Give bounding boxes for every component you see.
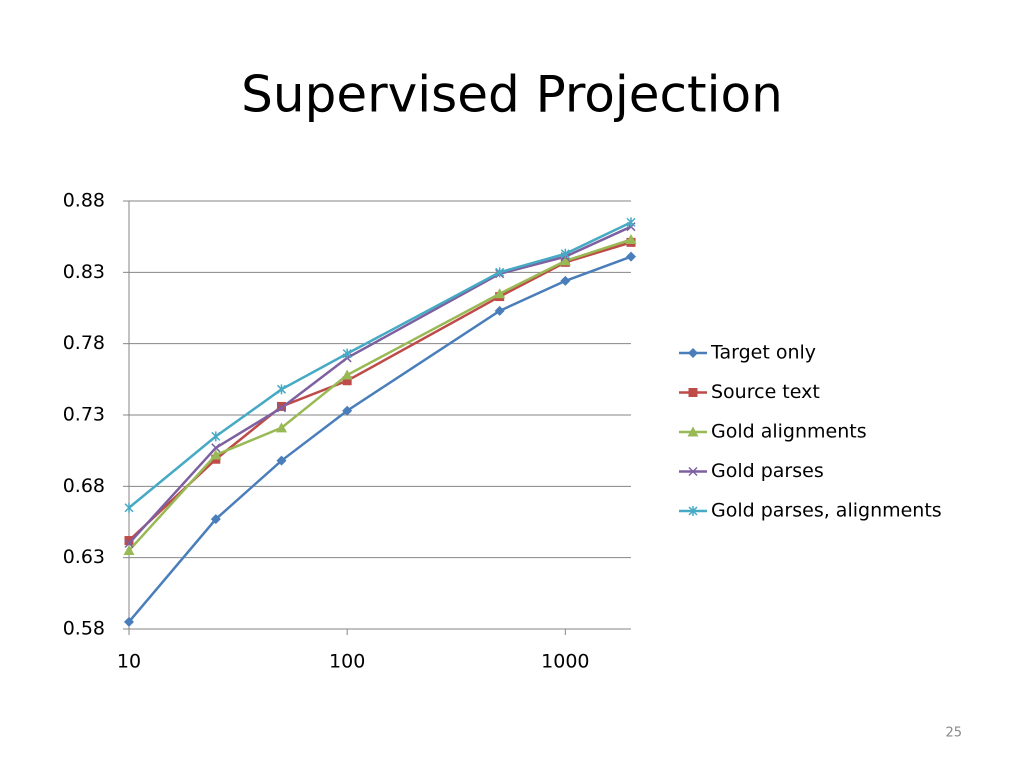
data-point: [494, 288, 506, 299]
data-point: [342, 348, 352, 359]
data-point: [626, 217, 636, 228]
data-point: [342, 376, 352, 386]
legend-marker: [688, 388, 698, 397]
data-point: [124, 502, 134, 513]
y-tick-label: 0.73: [63, 404, 105, 426]
data-point: [211, 443, 221, 453]
legend-label: Gold parses: [711, 460, 824, 482]
data-point: [560, 248, 570, 259]
series-line: [128, 225, 632, 545]
legend-marker: [688, 348, 698, 358]
data-point: [626, 251, 636, 262]
data-point: [210, 449, 222, 460]
legend-marker: [688, 466, 698, 477]
x-tick-label: 10: [117, 651, 141, 673]
x-tick-label: 1000: [541, 651, 589, 673]
data-point: [494, 305, 505, 316]
data-point: [341, 369, 353, 380]
data-point: [625, 234, 637, 245]
data-point: [124, 536, 134, 546]
x-tick-label: 100: [329, 651, 365, 673]
legend-label: Target only: [710, 342, 816, 364]
data-point: [276, 384, 287, 395]
data-point: [211, 431, 221, 442]
y-tick-label: 0.63: [63, 546, 105, 568]
data-point: [123, 545, 135, 556]
data-point: [210, 514, 221, 525]
y-tick-label: 0.83: [63, 261, 105, 283]
data-point: [495, 267, 505, 278]
legend-marker: [688, 506, 698, 516]
legend-label: Gold parses, alignments: [711, 500, 942, 522]
data-point: [276, 403, 287, 413]
data-point: [276, 455, 287, 466]
data-point: [342, 405, 353, 416]
slide-title: Supervised Projection: [241, 66, 783, 124]
legend-label: Gold alignments: [711, 421, 867, 443]
y-tick-label: 0.88: [63, 190, 105, 212]
series-line: [128, 241, 632, 542]
y-tick-label: 0.78: [63, 332, 105, 354]
y-tick-label: 0.68: [63, 475, 105, 497]
data-point: [124, 616, 134, 627]
y-tick-label: 0.58: [63, 618, 105, 640]
data-point: [560, 275, 571, 286]
data-point: [275, 422, 287, 433]
legend-label: Source text: [711, 381, 820, 403]
series-line: [128, 255, 632, 623]
legend-marker: [687, 426, 699, 437]
data-point: [559, 255, 571, 266]
page-number: 25: [945, 726, 962, 741]
data-point: [124, 538, 134, 548]
